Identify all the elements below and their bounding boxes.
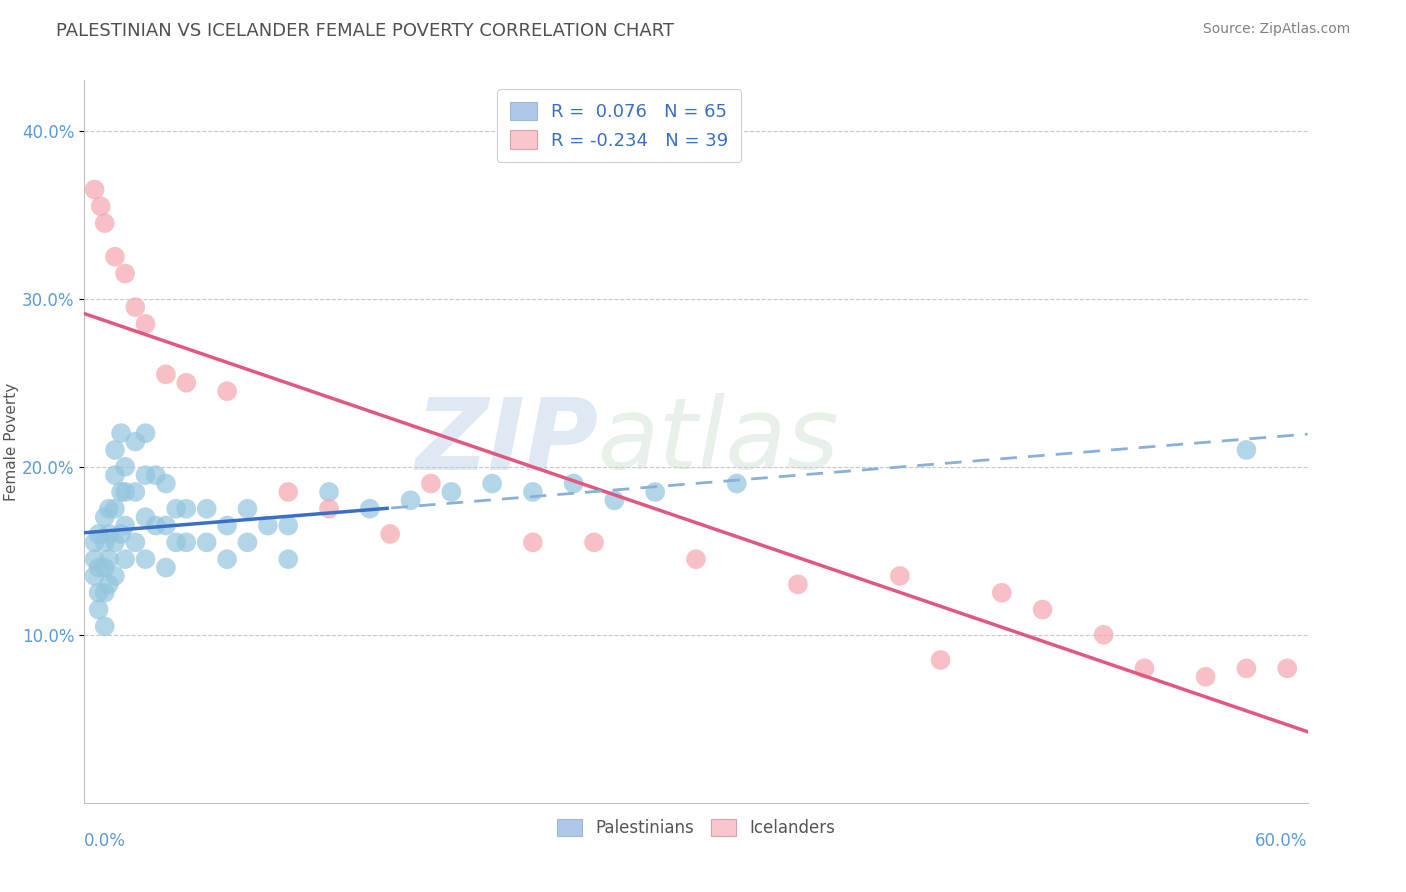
Point	[155, 476, 177, 491]
Point	[522, 535, 544, 549]
Point	[174, 376, 197, 390]
Point	[104, 442, 127, 457]
Point	[135, 468, 157, 483]
Point	[83, 569, 105, 583]
Legend: Palestinians, Icelanders: Palestinians, Icelanders	[548, 810, 844, 845]
Point	[1277, 661, 1299, 675]
Point	[277, 518, 299, 533]
Text: ZIP: ZIP	[415, 393, 598, 490]
Point	[83, 535, 105, 549]
Y-axis label: Female Poverty: Female Poverty	[4, 383, 18, 500]
Point	[135, 317, 157, 331]
Point	[93, 586, 115, 600]
Point	[114, 485, 136, 500]
Point	[97, 552, 120, 566]
Point	[110, 485, 132, 500]
Point	[114, 267, 136, 281]
Point	[165, 535, 187, 549]
Point	[83, 552, 105, 566]
Point	[399, 493, 422, 508]
Point	[165, 501, 187, 516]
Point	[217, 518, 239, 533]
Point	[124, 535, 146, 549]
Point	[93, 216, 115, 230]
Point	[93, 535, 115, 549]
Point	[481, 476, 503, 491]
Point	[236, 535, 259, 549]
Point	[929, 653, 952, 667]
Point	[685, 552, 707, 566]
Point	[155, 560, 177, 574]
Point	[1133, 661, 1156, 675]
Point	[104, 250, 127, 264]
Point	[1092, 628, 1115, 642]
Point	[420, 476, 443, 491]
Point	[97, 527, 120, 541]
Point	[583, 535, 606, 549]
Point	[110, 426, 132, 441]
Point	[277, 552, 299, 566]
Point	[380, 527, 402, 541]
Point	[195, 535, 218, 549]
Point	[318, 501, 340, 516]
Point	[217, 552, 239, 566]
Point	[236, 501, 259, 516]
Point	[787, 577, 810, 591]
Point	[1195, 670, 1218, 684]
Point	[318, 485, 340, 500]
Point	[104, 501, 127, 516]
Point	[104, 468, 127, 483]
Point	[87, 527, 110, 541]
Point	[145, 518, 167, 533]
Point	[110, 527, 132, 541]
Point	[991, 586, 1014, 600]
Point	[114, 518, 136, 533]
Point	[145, 468, 167, 483]
Point	[1032, 602, 1054, 616]
Point	[93, 510, 115, 524]
Point	[124, 434, 146, 449]
Point	[90, 199, 112, 213]
Point	[93, 560, 115, 574]
Point	[562, 476, 585, 491]
Point	[195, 501, 218, 516]
Point	[522, 485, 544, 500]
Point	[114, 459, 136, 474]
Point	[93, 619, 115, 633]
Point	[174, 535, 197, 549]
Point	[135, 510, 157, 524]
Point	[135, 426, 157, 441]
Text: 60.0%: 60.0%	[1256, 831, 1308, 850]
Point	[603, 493, 626, 508]
Point	[114, 552, 136, 566]
Point	[174, 501, 197, 516]
Point	[359, 501, 381, 516]
Point	[135, 552, 157, 566]
Point	[87, 602, 110, 616]
Text: 0.0%: 0.0%	[84, 831, 127, 850]
Point	[155, 518, 177, 533]
Text: atlas: atlas	[598, 393, 839, 490]
Point	[277, 485, 299, 500]
Point	[889, 569, 911, 583]
Point	[1236, 442, 1258, 457]
Point	[155, 368, 177, 382]
Point	[83, 182, 105, 196]
Point	[217, 384, 239, 398]
Point	[97, 577, 120, 591]
Point	[257, 518, 280, 533]
Text: Source: ZipAtlas.com: Source: ZipAtlas.com	[1202, 22, 1350, 37]
Point	[87, 586, 110, 600]
Text: PALESTINIAN VS ICELANDER FEMALE POVERTY CORRELATION CHART: PALESTINIAN VS ICELANDER FEMALE POVERTY …	[56, 22, 675, 40]
Point	[725, 476, 748, 491]
Point	[644, 485, 666, 500]
Point	[124, 300, 146, 314]
Point	[124, 485, 146, 500]
Point	[87, 560, 110, 574]
Point	[1236, 661, 1258, 675]
Point	[440, 485, 463, 500]
Point	[104, 569, 127, 583]
Point	[97, 501, 120, 516]
Point	[104, 535, 127, 549]
